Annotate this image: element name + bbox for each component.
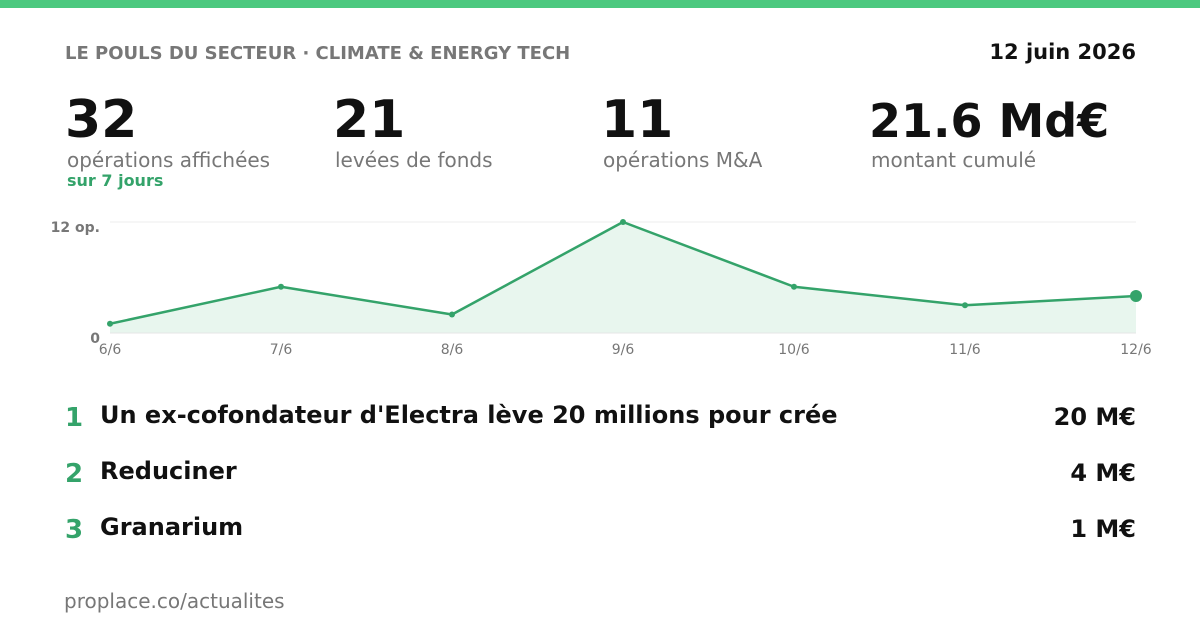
x-tick-label: 10/6 <box>778 342 810 358</box>
item-amount: 1 M€ <box>1070 515 1136 543</box>
point <box>278 283 284 290</box>
point <box>620 219 626 225</box>
point <box>791 283 797 290</box>
stat-label: opérations M&A <box>603 148 763 172</box>
header-title: LE POULS DU SECTEUR · CLIMATE & ENERGY T… <box>65 43 570 64</box>
point <box>107 320 113 327</box>
x-tick-label: 12/6 <box>1120 342 1152 358</box>
stat-note: sur 7 jours <box>67 171 163 190</box>
stat-value: 11 <box>601 90 673 150</box>
x-tick-label: 8/6 <box>441 342 464 358</box>
y-tick-label: 0 <box>90 331 100 347</box>
top-bar <box>0 0 1200 8</box>
stat-value: 21 <box>333 90 405 150</box>
stat-label: montant cumulé <box>871 148 1036 172</box>
stat-value: 32 <box>65 90 137 150</box>
y-tick-label: 12 op. <box>51 220 100 236</box>
x-tick-label: 11/6 <box>949 342 981 358</box>
x-tick-label: 9/6 <box>612 342 635 358</box>
point <box>962 302 968 309</box>
item-amount: 20 M€ <box>1054 403 1136 431</box>
footer-link: proplace.co/actualites <box>64 589 285 613</box>
item-amount: 4 M€ <box>1070 459 1136 487</box>
item-title: Reduciner <box>100 457 237 485</box>
x-tick-label: 6/6 <box>99 342 122 358</box>
chart: 0 12 op. 6/6 7/6 8/6 9/6 10/6 11/6 12/6 <box>51 219 1152 358</box>
header-date: 12 juin 2026 <box>989 40 1136 64</box>
item-title: Granarium <box>100 513 243 541</box>
rank: 2 <box>65 459 83 489</box>
rank: 1 <box>65 403 83 433</box>
stat-value: 21.6 Md€ <box>869 94 1109 148</box>
x-tick-label: 7/6 <box>270 342 293 358</box>
area <box>110 222 1136 333</box>
item-title: Un ex-cofondateur d'Electra lève 20 mill… <box>100 401 838 429</box>
stat-label: levées de fonds <box>335 148 493 172</box>
point <box>1130 290 1142 302</box>
point <box>449 311 455 318</box>
stat-label: opérations affichées <box>67 148 270 172</box>
rank: 3 <box>65 515 83 545</box>
